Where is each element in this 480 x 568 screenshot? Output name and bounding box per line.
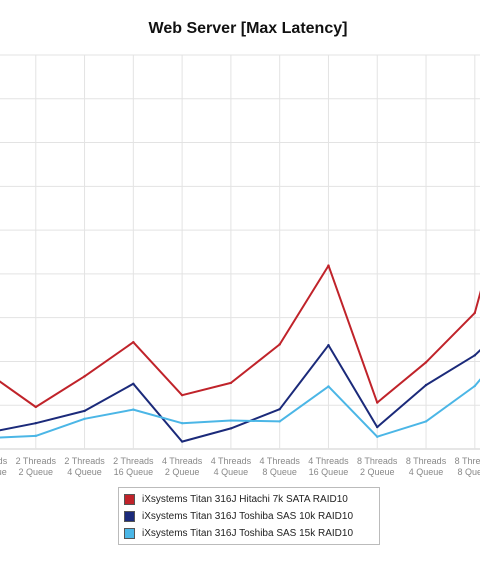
x-tick-label: 1 Threads xyxy=(0,456,8,466)
legend: iXsystems Titan 316J Hitachi 7k SATA RAI… xyxy=(118,487,380,545)
data-point xyxy=(229,427,233,430)
data-point xyxy=(34,405,37,409)
x-tick-label: 4 Queue xyxy=(67,467,102,477)
legend-label: iXsystems Titan 316J Hitachi 7k SATA RAI… xyxy=(142,494,348,505)
data-point xyxy=(180,440,184,443)
data-point xyxy=(376,425,379,429)
data-point xyxy=(83,417,86,420)
x-tick-label: 2 Queue xyxy=(360,467,395,477)
legend-item: iXsystems Titan 316J Toshiba SAS 15k RAI… xyxy=(124,525,379,542)
data-point xyxy=(34,434,37,438)
data-point xyxy=(278,407,281,411)
series-line-3 xyxy=(0,378,480,439)
data-point xyxy=(83,409,86,413)
x-tick-label: 2 Queue xyxy=(165,467,200,477)
data-point xyxy=(424,420,428,423)
x-tick-label: 4 Queue xyxy=(409,467,444,477)
x-tick-label: 8 Threads xyxy=(406,456,447,466)
grid xyxy=(0,54,480,450)
x-tick-label: 2 Queue xyxy=(19,467,54,477)
x-tick-label: 8 Threads xyxy=(455,456,480,466)
data-point xyxy=(278,343,281,346)
data-point xyxy=(229,381,233,385)
legend-item: iXsystems Titan 316J Toshiba SAS 10k RAI… xyxy=(124,508,379,525)
data-point xyxy=(132,340,135,344)
legend-swatch xyxy=(124,494,135,505)
series-line-1 xyxy=(0,264,480,408)
x-tick-label: 4 Threads xyxy=(308,456,349,466)
chart-title: Web Server [Max Latency] xyxy=(148,20,348,37)
x-tick-label: 4 Threads xyxy=(260,456,301,466)
x-tick-label: 4 Threads xyxy=(162,456,203,466)
x-tick-label: 2 Threads xyxy=(16,456,57,466)
x-tick-label: 4 Threads xyxy=(211,456,252,466)
legend-item: iXsystems Titan 316J Hitachi 7k SATA RAI… xyxy=(124,491,379,508)
legend-label: iXsystems Titan 316J Toshiba SAS 15k RAI… xyxy=(142,528,354,539)
legend-label: iXsystems Titan 316J Toshiba SAS 10k RAI… xyxy=(142,511,354,522)
data-point xyxy=(473,311,476,315)
legend-swatch xyxy=(124,511,135,522)
data-point xyxy=(83,375,86,378)
data-point xyxy=(180,421,184,425)
data-point xyxy=(180,393,184,397)
x-tick-label: 2 Threads xyxy=(64,456,105,466)
x-tick-label: 8 Queue xyxy=(262,467,297,477)
data-point xyxy=(473,354,476,357)
x-tick-label: 16 Queue xyxy=(309,467,349,477)
data-point xyxy=(327,385,330,388)
data-point xyxy=(34,421,37,425)
x-tick-label: 16 Queue xyxy=(0,467,7,477)
legend-swatch xyxy=(124,528,135,539)
x-tick-label: 8 Threads xyxy=(357,456,398,466)
x-tick-label: 8 Queue xyxy=(458,467,480,477)
x-tick-label: 4 Queue xyxy=(214,467,249,477)
data-point xyxy=(473,384,476,388)
data-point xyxy=(132,382,135,385)
data-point xyxy=(424,383,428,387)
data-point xyxy=(327,344,330,347)
x-tick-label: 16 Queue xyxy=(114,467,154,477)
series-layer xyxy=(0,264,480,443)
data-point xyxy=(424,361,428,364)
data-point xyxy=(278,420,281,423)
data-point xyxy=(376,435,379,438)
data-point xyxy=(376,401,379,404)
data-point xyxy=(132,408,135,411)
x-tick-label: 2 Threads xyxy=(113,456,154,466)
data-point xyxy=(229,419,233,422)
data-point xyxy=(327,264,330,267)
